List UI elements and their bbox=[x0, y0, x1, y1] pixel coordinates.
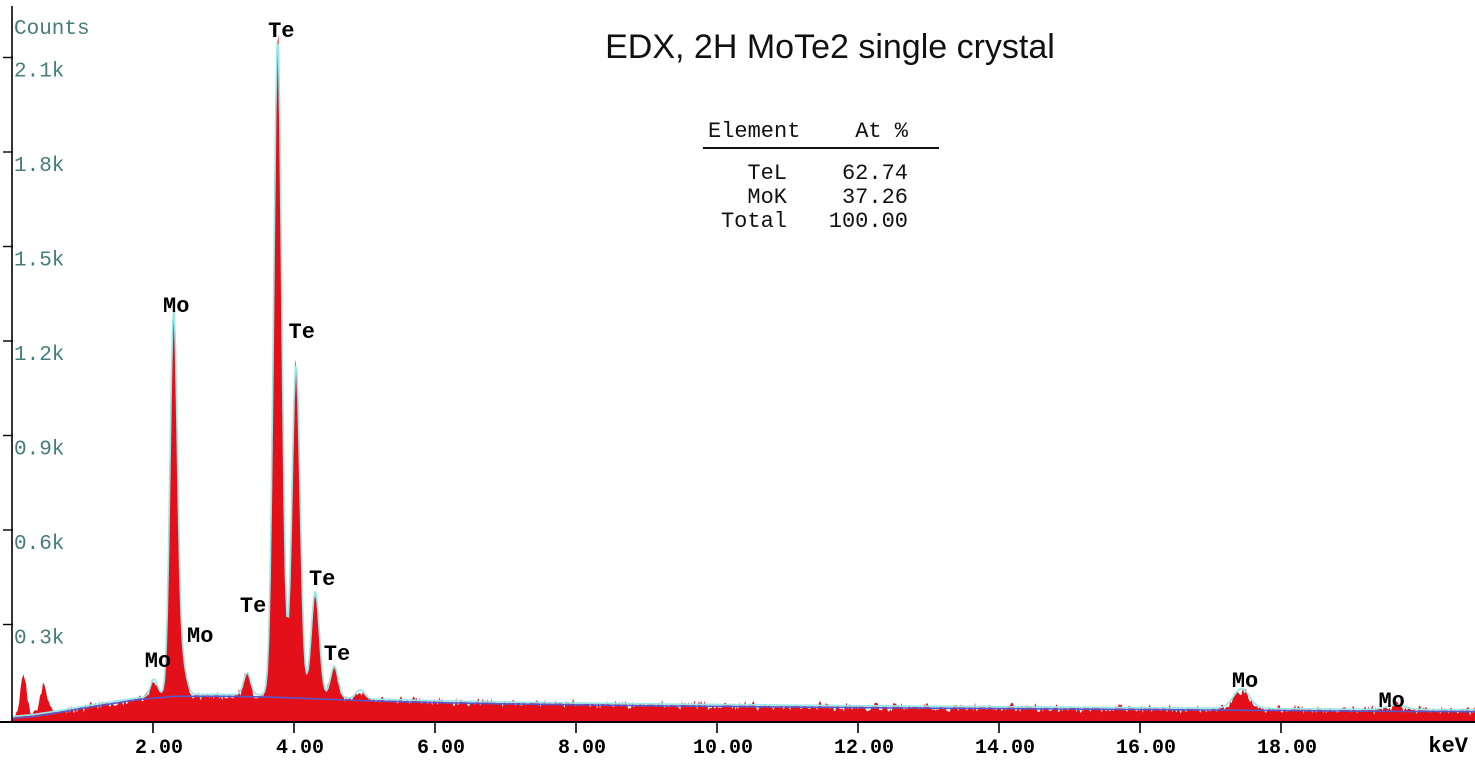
y-tick-label: 0.9k bbox=[14, 439, 64, 462]
x-tick-label: 6.00 bbox=[417, 737, 465, 760]
peak-label: Mo bbox=[163, 294, 189, 319]
row-element: MoK bbox=[747, 185, 787, 210]
peak-label: Te bbox=[268, 19, 294, 44]
x-tick-label: 4.00 bbox=[276, 737, 324, 760]
composition-table-header: Element At % bbox=[703, 119, 939, 149]
x-tick-label: 10.00 bbox=[693, 737, 753, 760]
header-at-pct: At % bbox=[855, 119, 908, 144]
peak-label: Te bbox=[309, 567, 335, 592]
row-element: TeL bbox=[747, 161, 787, 186]
x-tick-label: 14.00 bbox=[975, 737, 1035, 760]
y-tick-label: 1.8k bbox=[14, 155, 64, 178]
peak-label: Te bbox=[289, 320, 315, 345]
x-tick-label: 2.00 bbox=[135, 737, 183, 760]
table-row: Total 100.00 bbox=[703, 210, 939, 234]
table-row: MoK 37.26 bbox=[703, 186, 939, 210]
row-element: Total bbox=[720, 209, 787, 234]
y-tick-label: 2.1k bbox=[14, 61, 64, 84]
row-at-pct: 37.26 bbox=[841, 185, 908, 210]
peak-label: Mo bbox=[1378, 689, 1404, 714]
row-at-pct: 62.74 bbox=[841, 161, 908, 186]
row-at-pct: 100.00 bbox=[828, 209, 908, 234]
composition-table: Element At % TeL 62.74 MoK 37.26 Total 1… bbox=[703, 119, 939, 234]
y-tick-label: 1.2k bbox=[14, 344, 64, 367]
header-element: Element bbox=[708, 119, 801, 144]
y-tick-label: 0.6k bbox=[14, 533, 64, 556]
composition-table-rows: TeL 62.74 MoK 37.26 Total 100.00 bbox=[703, 162, 939, 234]
peak-label: Mo bbox=[145, 649, 171, 674]
peak-label: Te bbox=[240, 594, 266, 619]
x-tick-label: 18.00 bbox=[1257, 737, 1317, 760]
peak-label: Mo bbox=[187, 624, 213, 649]
peak-label: Mo bbox=[1232, 669, 1258, 694]
background-line bbox=[11, 695, 1475, 720]
x-axis-title: keV bbox=[1428, 734, 1468, 759]
chart-title: EDX, 2H MoTe2 single crystal bbox=[605, 28, 1055, 66]
y-tick-label: 1.5k bbox=[14, 250, 64, 273]
fit-line bbox=[11, 43, 1475, 718]
table-row: TeL 62.74 bbox=[703, 162, 939, 186]
y-axis-title: Counts bbox=[14, 18, 90, 41]
y-tick-label: 0.3k bbox=[14, 628, 64, 651]
x-tick-label: 12.00 bbox=[834, 737, 894, 760]
x-tick-label: 16.00 bbox=[1116, 737, 1176, 760]
x-tick-label: 8.00 bbox=[558, 737, 606, 760]
peak-label: Te bbox=[324, 642, 350, 667]
